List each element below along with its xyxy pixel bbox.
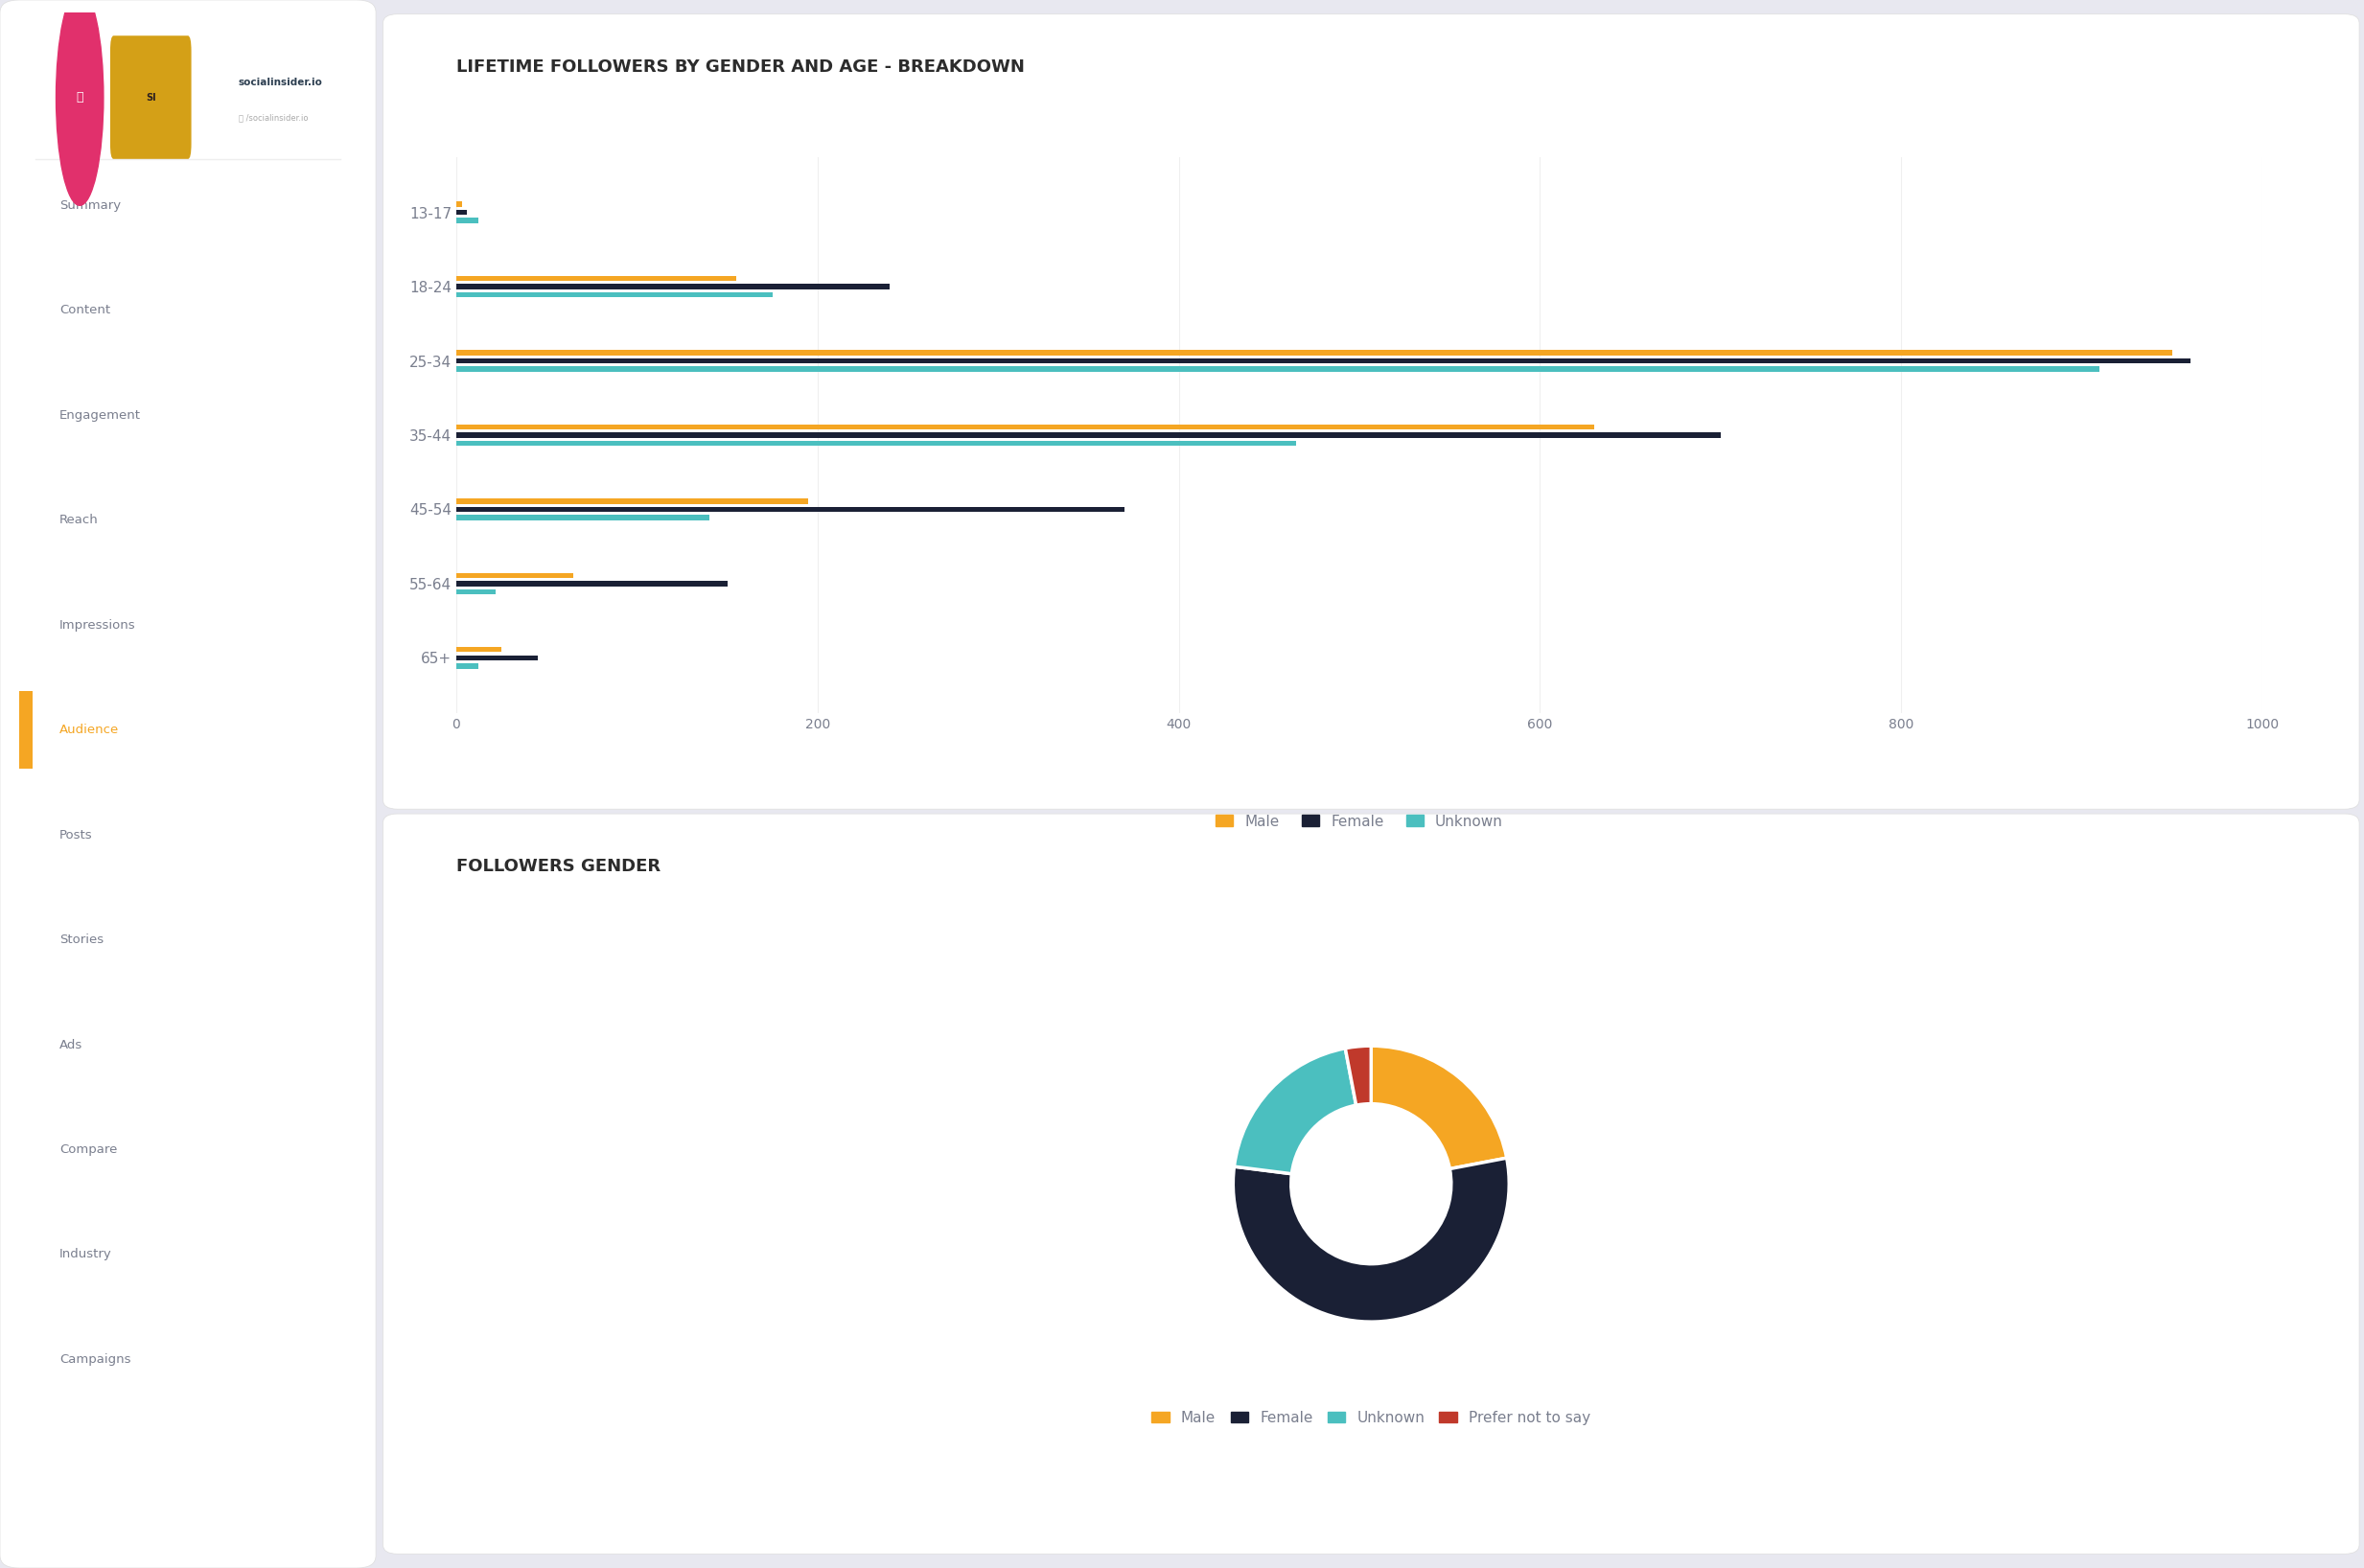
Wedge shape <box>1345 1046 1371 1105</box>
Bar <box>456 218 478 223</box>
Bar <box>456 284 889 289</box>
Bar <box>456 276 735 281</box>
Bar <box>456 582 728 586</box>
Bar <box>456 663 478 668</box>
Text: Posts: Posts <box>59 828 92 840</box>
Text: Compare: Compare <box>59 1143 118 1156</box>
Text: Engagement: Engagement <box>59 409 142 422</box>
Text: Reach: Reach <box>59 514 99 527</box>
Bar <box>456 433 1721 437</box>
Text: LIFETIME FOLLOWERS BY GENDER AND AGE - BREAKDOWN: LIFETIME FOLLOWERS BY GENDER AND AGE - B… <box>456 58 1024 75</box>
Bar <box>19 691 33 768</box>
Bar <box>456 572 574 579</box>
Text: ⓘ: ⓘ <box>76 91 83 103</box>
Text: Content: Content <box>59 304 111 317</box>
Text: socialinsider.io: socialinsider.io <box>239 77 324 86</box>
Text: FOLLOWERS GENDER: FOLLOWERS GENDER <box>456 858 660 875</box>
Bar <box>456 359 2189 364</box>
FancyBboxPatch shape <box>111 36 191 158</box>
Text: ⓘ /socialinsider.io: ⓘ /socialinsider.io <box>239 113 307 122</box>
Legend: Male, Female, Unknown, Prefer not to say: Male, Female, Unknown, Prefer not to say <box>1151 1411 1591 1425</box>
Bar <box>456 648 501 652</box>
Bar <box>456 441 1295 445</box>
Legend: Male, Female, Unknown: Male, Female, Unknown <box>1215 814 1504 828</box>
Text: Impressions: Impressions <box>59 619 135 632</box>
Text: Campaigns: Campaigns <box>59 1353 130 1366</box>
Text: Stories: Stories <box>59 933 104 946</box>
Bar <box>456 425 1593 430</box>
Text: Industry: Industry <box>59 1248 111 1261</box>
Bar <box>456 514 709 521</box>
Bar <box>456 590 496 594</box>
Wedge shape <box>1234 1159 1508 1322</box>
Bar <box>456 367 2099 372</box>
Bar <box>456 506 1125 511</box>
Text: Audience: Audience <box>59 724 118 737</box>
Bar <box>456 655 537 660</box>
Bar <box>456 210 468 215</box>
Wedge shape <box>1371 1046 1506 1168</box>
Text: SI: SI <box>147 93 156 102</box>
Bar <box>456 292 773 298</box>
Bar <box>456 202 461 207</box>
Bar <box>456 350 2173 356</box>
Text: Summary: Summary <box>59 199 121 212</box>
Bar <box>456 499 808 503</box>
Circle shape <box>57 0 104 205</box>
Text: Ads: Ads <box>59 1038 83 1051</box>
Wedge shape <box>1234 1049 1357 1174</box>
